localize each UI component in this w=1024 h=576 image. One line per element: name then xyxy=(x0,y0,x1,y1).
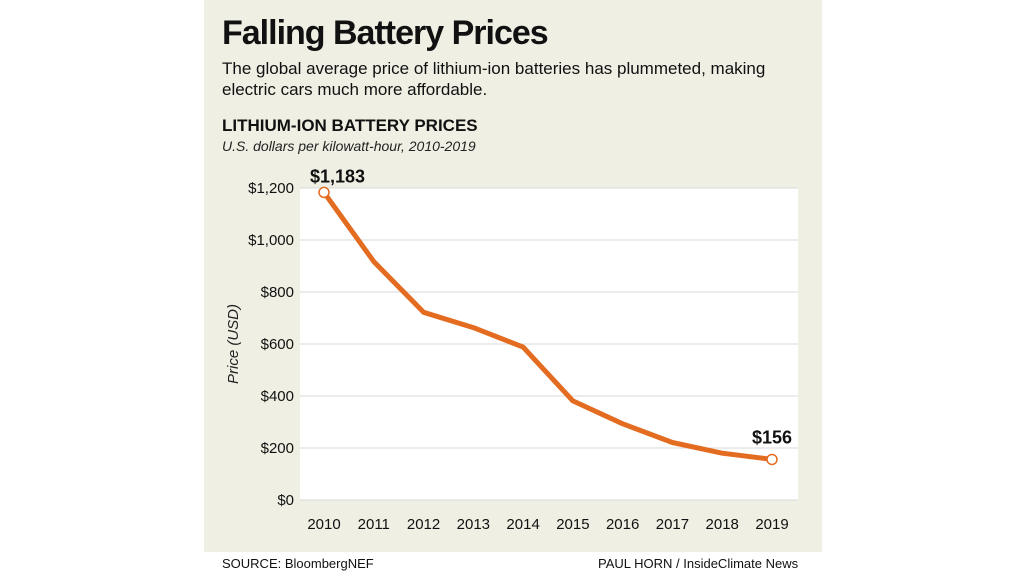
gridlines xyxy=(300,187,798,501)
x-tick-label: 2017 xyxy=(656,516,689,533)
y-tick-label: $200 xyxy=(261,440,294,457)
y-tick-label: $1,200 xyxy=(248,180,294,197)
credit-note: PAUL HORN / InsideClimate News xyxy=(598,556,799,571)
y-tick-label: $0 xyxy=(277,492,294,509)
x-tick-label: 2012 xyxy=(407,516,440,533)
price-line xyxy=(321,189,775,462)
y-tick-label: $400 xyxy=(261,388,294,405)
line-chart: $0$200$400$600$800$1,000$1,200 2010 2011 2… xyxy=(225,166,798,533)
x-tick-label: 2015 xyxy=(556,516,589,533)
x-tick-label: 2013 xyxy=(457,516,490,533)
page-subtitle: The global average price of lithium-ion … xyxy=(222,59,766,99)
x-tick-label: 2018 xyxy=(706,516,739,533)
y-tick-label: $1,000 xyxy=(248,232,294,249)
chart-subtitle: U.S. dollars per kilowatt-hour, 2010-201… xyxy=(222,138,476,154)
y-tick-label: $600 xyxy=(261,336,294,353)
x-tick-label: 2011 xyxy=(358,516,390,533)
x-tick-label: 2016 xyxy=(606,516,639,533)
value-annotation: $156 xyxy=(752,427,792,447)
x-tick-labels: 2010 2011 2012 2013 2014 2015 2016 2017 2018 2019 xyxy=(307,516,788,533)
chart-title: LITHIUM-ION BATTERY PRICES xyxy=(222,116,478,135)
y-axis-label: Price (USD) xyxy=(225,304,242,384)
x-tick-label: 2014 xyxy=(506,516,539,533)
y-tick-labels: $0 $200 $400 $600 $800 $1,000 $1,200 xyxy=(248,180,294,509)
source-note: SOURCE: BloombergNEF xyxy=(222,556,374,571)
data-points xyxy=(318,186,778,466)
highlight-point xyxy=(318,186,330,199)
page-title: Falling Battery Prices xyxy=(222,14,549,52)
value-annotation: $1,183 xyxy=(310,166,365,186)
x-tick-label: 2019 xyxy=(755,516,788,533)
y-tick-label: $800 xyxy=(261,284,294,301)
x-tick-label: 2010 xyxy=(307,516,340,533)
annotations: $1,183 $156 xyxy=(310,166,792,447)
highlight-point xyxy=(766,453,778,466)
